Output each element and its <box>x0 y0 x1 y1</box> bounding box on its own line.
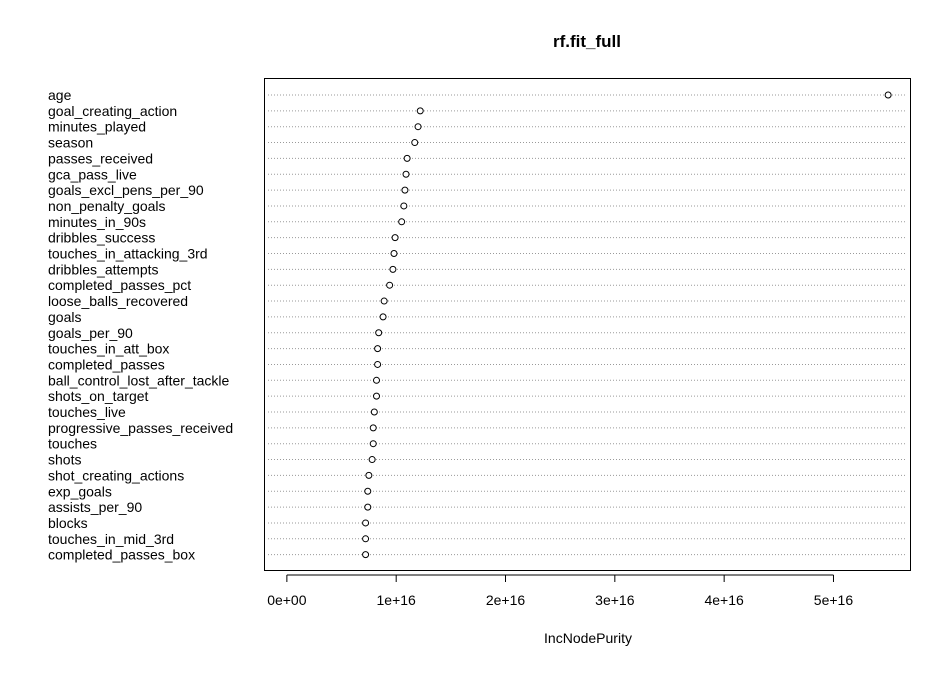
data-point <box>364 487 372 495</box>
data-point <box>368 456 376 464</box>
y-tick-label: minutes_played <box>48 119 146 135</box>
data-point <box>416 107 424 115</box>
data-point <box>398 218 406 226</box>
data-point <box>411 139 419 147</box>
chart-title: rf.fit_full <box>553 32 621 51</box>
data-point <box>362 519 370 527</box>
y-tick-label: loose_balls_recovered <box>48 293 188 309</box>
y-tick-label: shots <box>48 452 81 468</box>
data-point <box>373 392 381 400</box>
data-point <box>369 424 377 432</box>
y-tick-label: touches_in_att_box <box>48 341 169 357</box>
y-tick-label: shot_creating_actions <box>48 467 184 483</box>
x-tick-label: 2e+16 <box>486 592 526 608</box>
data-point <box>364 503 372 511</box>
y-tick-label: goals_per_90 <box>48 325 133 341</box>
data-point <box>374 345 382 353</box>
y-tick-label: touches_in_mid_3rd <box>48 531 174 547</box>
y-tick-label: age <box>48 87 72 103</box>
y-tick-label: gca_pass_live <box>48 166 137 182</box>
data-point <box>365 471 373 479</box>
x-tick-label: 3e+16 <box>595 592 635 608</box>
y-tick-label: completed_passes_box <box>48 547 195 563</box>
plot-frame <box>264 78 911 571</box>
y-tick-label: assists_per_90 <box>48 499 142 515</box>
y-tick-label: season <box>48 135 93 151</box>
y-tick-label: goal_creating_action <box>48 103 177 119</box>
data-point <box>400 202 408 210</box>
y-tick-label: touches_live <box>48 404 126 420</box>
y-tick-label: touches <box>48 436 97 452</box>
y-tick-label: completed_passes <box>48 356 165 372</box>
y-tick-label: dribbles_attempts <box>48 261 159 277</box>
data-point <box>374 360 382 368</box>
data-points <box>362 91 892 559</box>
data-point <box>373 376 381 384</box>
data-point <box>389 265 397 273</box>
x-tick-label: 5e+16 <box>814 592 854 608</box>
y-tick-label: minutes_in_90s <box>48 214 146 230</box>
x-axis: 0e+00 1e+16 2e+16 3e+16 4e+16 5e+16 <box>267 574 854 608</box>
data-point <box>386 281 394 289</box>
data-point <box>884 91 892 99</box>
data-point <box>379 313 387 321</box>
data-point <box>401 186 409 194</box>
x-tick-label: 1e+16 <box>377 592 417 608</box>
y-tick-label: goals_excl_pens_per_90 <box>48 182 204 198</box>
x-axis-title: IncNodePurity <box>544 630 632 646</box>
y-tick-label: blocks <box>48 515 88 531</box>
data-point <box>391 234 399 242</box>
y-tick-label: progressive_passes_received <box>48 420 233 436</box>
y-axis-labels: agegoal_creating_actionminutes_playedsea… <box>48 87 233 563</box>
data-point <box>402 170 410 178</box>
data-point <box>362 535 370 543</box>
data-point <box>403 154 411 162</box>
y-tick-label: ball_control_lost_after_tackle <box>48 372 230 388</box>
y-tick-label: exp_goals <box>48 483 112 499</box>
data-point <box>380 297 388 305</box>
y-tick-label: passes_received <box>48 150 153 166</box>
data-point <box>390 250 398 257</box>
x-tick-label: 0e+00 <box>267 592 307 608</box>
y-tick-label: dribbles_success <box>48 230 155 246</box>
data-point <box>370 408 378 416</box>
x-tick-label: 4e+16 <box>704 592 744 608</box>
y-tick-label: goals <box>48 309 81 325</box>
data-point <box>414 123 422 131</box>
y-tick-label: completed_passes_pct <box>48 277 191 293</box>
data-point <box>375 329 383 337</box>
y-tick-label: shots_on_target <box>48 388 149 404</box>
data-point <box>362 551 370 559</box>
y-tick-label: non_penalty_goals <box>48 198 166 214</box>
data-point <box>369 440 377 448</box>
y-tick-label: touches_in_attacking_3rd <box>48 246 208 262</box>
